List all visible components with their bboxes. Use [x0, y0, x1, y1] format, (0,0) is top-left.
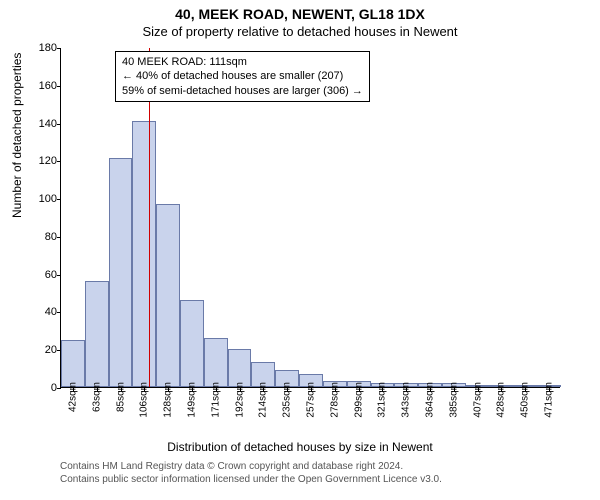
y-tick-label: 140 — [27, 118, 57, 130]
y-axis-label: Number of detached properties — [10, 53, 24, 218]
x-tick-label: 471sqm — [544, 382, 555, 418]
x-tick-label: 85sqm — [115, 382, 126, 412]
annotation-line-3: 59% of semi-detached houses are larger (… — [122, 84, 363, 98]
y-tick-label: 120 — [27, 155, 57, 167]
x-tick-label: 385sqm — [448, 382, 459, 418]
footer-line-1: Contains HM Land Registry data © Crown c… — [60, 460, 442, 473]
x-tick-label: 149sqm — [186, 382, 197, 418]
y-tick-mark — [57, 312, 61, 313]
x-tick-label: 428sqm — [496, 382, 507, 418]
page-title: 40, MEEK ROAD, NEWENT, GL18 1DX — [0, 0, 600, 22]
x-tick-label: 128sqm — [163, 382, 174, 418]
y-tick-label: 60 — [27, 269, 57, 281]
histogram-bar — [180, 300, 204, 387]
y-tick-mark — [57, 161, 61, 162]
x-tick-label: 63sqm — [91, 382, 102, 412]
histogram-chart: 02040608010012014016018042sqm63sqm85sqm1… — [60, 48, 560, 388]
annotation-box: 40 MEEK ROAD: 111sqm ← 40% of detached h… — [115, 51, 370, 102]
histogram-bar — [85, 281, 109, 387]
x-tick-label: 235sqm — [282, 382, 293, 418]
y-tick-mark — [57, 124, 61, 125]
page-subtitle: Size of property relative to detached ho… — [0, 22, 600, 43]
x-tick-label: 278sqm — [329, 382, 340, 418]
x-tick-label: 214sqm — [258, 382, 269, 418]
y-tick-mark — [57, 275, 61, 276]
x-tick-label: 192sqm — [234, 382, 245, 418]
footer-line-2: Contains public sector information licen… — [60, 473, 442, 486]
histogram-bar — [204, 338, 228, 387]
annotation-line-1: 40 MEEK ROAD: 111sqm — [122, 55, 363, 69]
x-tick-label: 343sqm — [401, 382, 412, 418]
annotation-line-2: ← 40% of detached houses are smaller (20… — [122, 69, 363, 83]
x-tick-label: 257sqm — [306, 382, 317, 418]
histogram-bar — [132, 121, 156, 387]
y-tick-label: 100 — [27, 193, 57, 205]
x-tick-label: 450sqm — [520, 382, 531, 418]
footer-attribution: Contains HM Land Registry data © Crown c… — [60, 460, 442, 486]
y-tick-label: 20 — [27, 344, 57, 356]
y-tick-mark — [57, 237, 61, 238]
histogram-bar — [109, 158, 133, 387]
x-tick-label: 407sqm — [472, 382, 483, 418]
x-axis-label: Distribution of detached houses by size … — [0, 440, 600, 454]
histogram-bar — [61, 340, 85, 387]
x-tick-label: 364sqm — [425, 382, 436, 418]
x-tick-label: 299sqm — [353, 382, 364, 418]
x-tick-label: 106sqm — [139, 382, 150, 418]
y-tick-mark — [57, 86, 61, 87]
y-tick-mark — [57, 199, 61, 200]
histogram-bar — [156, 204, 180, 387]
y-tick-label: 0 — [27, 382, 57, 394]
y-tick-mark — [57, 48, 61, 49]
x-tick-label: 321sqm — [377, 382, 388, 418]
y-tick-label: 40 — [27, 306, 57, 318]
x-tick-label: 42sqm — [67, 382, 78, 412]
y-tick-label: 180 — [27, 42, 57, 54]
y-tick-mark — [57, 388, 61, 389]
y-tick-label: 80 — [27, 231, 57, 243]
y-tick-label: 160 — [27, 80, 57, 92]
x-tick-label: 171sqm — [210, 382, 221, 418]
